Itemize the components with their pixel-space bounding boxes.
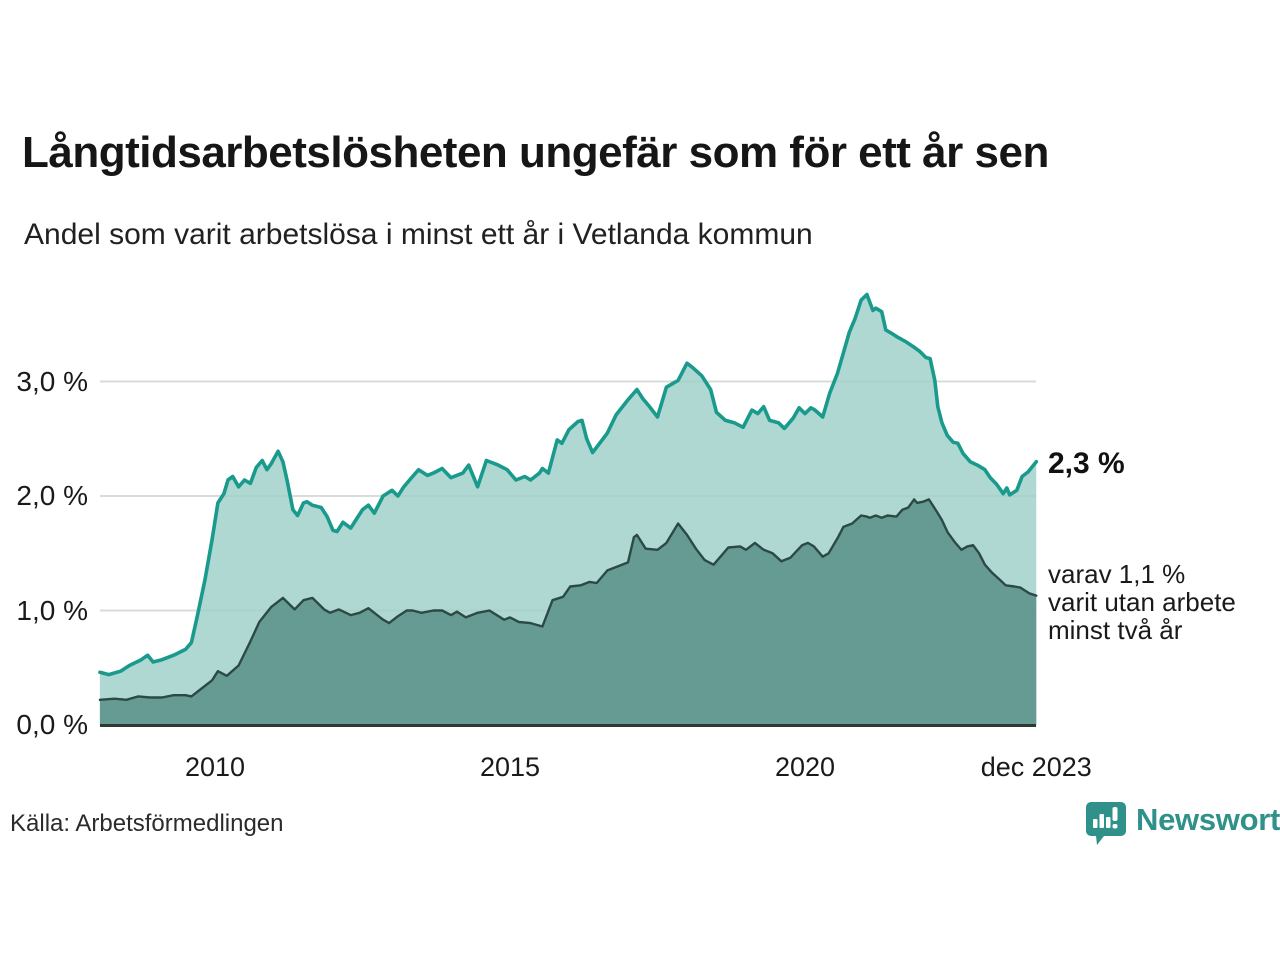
- source-note: Källa: Arbetsförmedlingen: [10, 810, 284, 837]
- y-tick-label: 3,0 %: [16, 365, 88, 397]
- y-tick-label: 2,0 %: [16, 480, 88, 511]
- x-tick-label: 2015: [479, 752, 541, 782]
- brand-name: Newsworthy: [1136, 802, 1280, 837]
- series-line: [98, 292, 1039, 677]
- area-fill: [99, 499, 1037, 726]
- x-tick-label: 2010: [184, 752, 246, 782]
- page-subtitle: Andel som varit arbetslösa i minst ett å…: [24, 218, 813, 251]
- page-title: Långtidsarbetslösheten ungefär som för e…: [22, 128, 1049, 177]
- x-tick-label: 2020: [774, 752, 836, 782]
- x-tick-label: dec 2023: [980, 752, 1092, 782]
- annotation-two-years: varav 1,1 % varit utan arbete minst två …: [1048, 559, 1236, 645]
- newsworthy-chart-bubble-icon: [1086, 800, 1126, 851]
- y-tick-label: 1,0 %: [16, 594, 88, 626]
- y-tick-label: 0,0 %: [16, 709, 88, 740]
- series-line: [98, 498, 1038, 701]
- brand-logo: Newsworthy: [1086, 800, 1280, 851]
- annotation-latest-value: 2,3 %: [1048, 447, 1125, 480]
